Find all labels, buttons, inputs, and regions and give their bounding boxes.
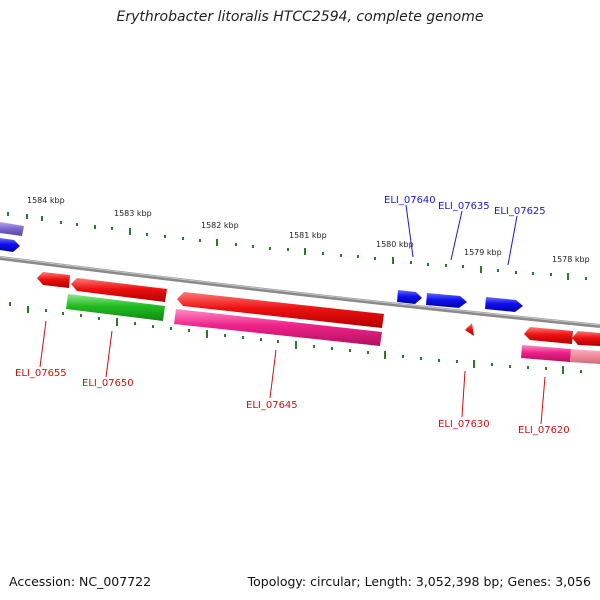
gene-label-eli-07640: ELI_07640 [384,195,436,206]
genome-backbone [0,256,600,328]
gene-eli-07645-top [177,292,384,328]
gene-forward-left [0,238,20,252]
gene-eli-07655 [37,272,70,288]
gene-eli-07640 [397,290,422,304]
kbp-labels: 1584 kbp 1583 kbp 1582 kbp 1581 kbp 1580… [27,196,590,264]
gene-eli-07625 [485,297,523,312]
accession-text: Accession: NC_007722 [9,574,152,589]
gene-eli-07620-top [524,327,573,344]
gene-eli-07635 [426,293,467,308]
kbp-label-1578: 1578 kbp [552,255,590,264]
gene-labels: ELI_07640 ELI_07635 ELI_07625 ELI_07655 … [15,195,570,436]
kbp-label-1584: 1584 kbp [27,196,65,205]
label-connectors [39,204,546,425]
gene-eli-07650 [66,294,165,321]
kbp-label-1581: 1581 kbp [289,231,327,240]
gene-label-eli-07645: ELI_07645 [246,400,298,411]
gene-eli-07645 [174,309,382,346]
gene-label-eli-07650: ELI_07650 [82,378,134,389]
gene-label-eli-07620: ELI_07620 [518,425,570,436]
gene-purple [0,222,24,236]
gene-eli-07650-top [71,278,167,302]
page-title: Erythrobacter litoralis HTCC2594, comple… [116,9,484,25]
upper-tick-row [7,212,587,280]
gene-faded-right [570,349,600,364]
gene-label-eli-07630: ELI_07630 [438,419,490,430]
gene-label-eli-07635: ELI_07635 [438,201,490,212]
kbp-label-1580: 1580 kbp [376,240,414,249]
gene-eli-07620 [521,345,571,362]
gene-label-eli-07655: ELI_07655 [15,368,67,379]
kbp-label-1579: 1579 kbp [464,248,502,257]
lower-tick-row [9,302,582,374]
gene-right-red [572,331,600,346]
kbp-label-1582: 1582 kbp [201,221,239,230]
reverse-genes [37,272,600,364]
gene-label-eli-07625: ELI_07625 [494,206,546,217]
topology-text: Topology: circular; Length: 3,052,398 bp… [247,574,591,589]
gene-eli-07630 [465,323,474,336]
kbp-label-1583: 1583 kbp [114,209,152,218]
forward-genes [0,222,523,312]
